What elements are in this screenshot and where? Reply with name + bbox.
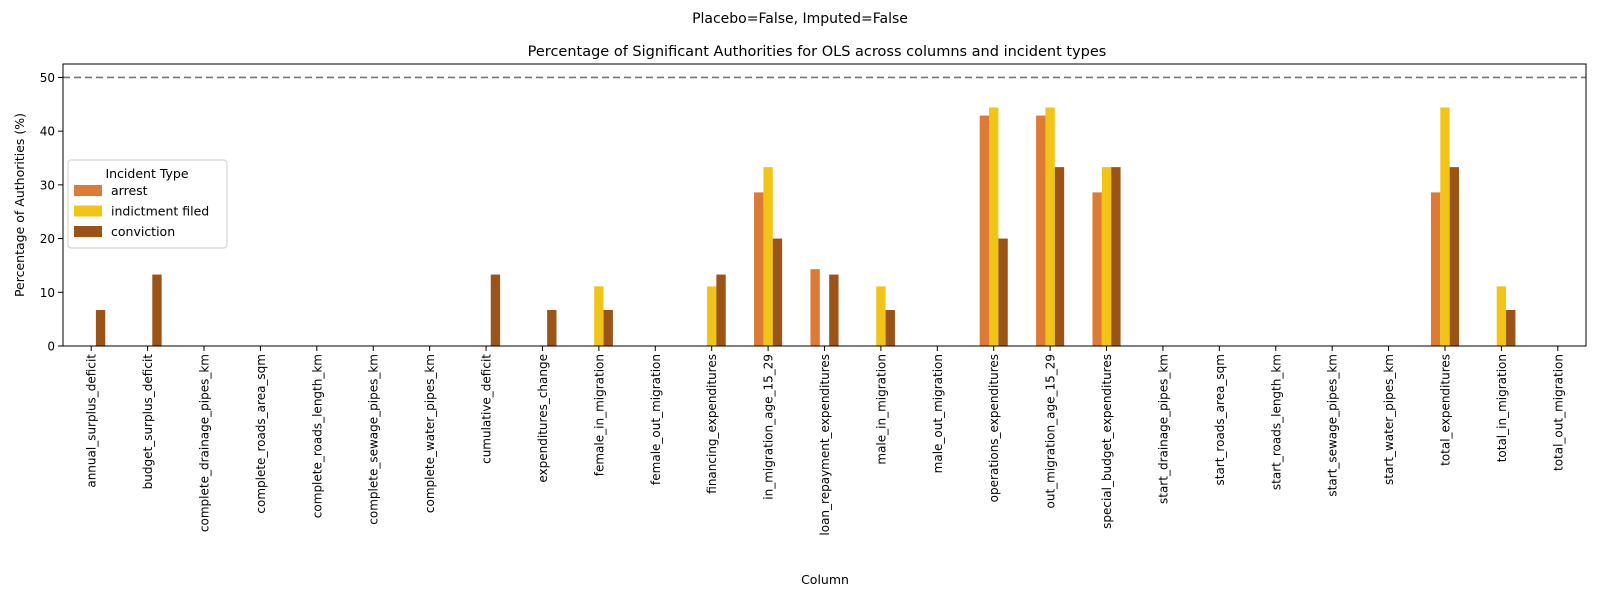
x-tick-label: complete_drainage_pipes_km [198,354,212,532]
bar-conviction-special_budget_expenditures [1111,167,1121,346]
x-tick-label: in_migration_age_15_29 [762,354,776,500]
x-tick-label: complete_sewage_pipes_km [367,354,381,525]
bar-conviction-cumulative_deficit [490,274,501,346]
y-axis-label: Percentage of Authorities (%) [12,113,27,297]
bar-conviction-expenditures_change [547,310,557,346]
y-tick-label: 20 [40,232,55,246]
x-tick-label: start_sewage_pipes_km [1326,354,1340,497]
x-tick-label: cumulative_deficit [480,354,494,464]
legend-label-conviction: conviction [111,224,175,239]
x-tick-label: start_water_pipes_km [1382,354,1396,485]
y-tick-label: 40 [40,125,55,139]
bar-indictment-filed-out_migration_age_15_29 [1045,107,1055,346]
bar-arrest-total_expenditures [1430,192,1441,346]
bar-conviction-total_in_migration [1506,310,1516,346]
x-tick-label: financing_expenditures [705,354,719,494]
bar-conviction-male_in_migration [885,310,895,346]
legend-title: Incident Type [105,166,188,181]
x-tick-label: start_drainage_pipes_km [1156,354,1170,504]
legend-label-indictment-filed: indictment filed [111,204,209,219]
legend-swatch-arrest [74,185,102,196]
chart-title: Percentage of Significant Authorities fo… [528,44,1107,60]
bar-arrest-out_migration_age_15_29 [1036,115,1046,346]
bar-arrest-loan_repayment_expenditures [810,269,820,346]
bar-arrest-special_budget_expenditures [1092,192,1102,346]
x-tick-label: expenditures_change [536,354,550,483]
x-tick-label: male_out_migration [931,354,945,473]
y-tick-label: 10 [40,286,55,300]
bar-conviction-out_migration_age_15_29 [1054,167,1065,346]
bar-indictment-filed-total_in_migration [1496,286,1507,346]
x-axis: annual_surplus_deficit budget_surplus_def… [85,346,1565,536]
bar-indictment-filed-in_migration_age_15_29 [763,167,773,346]
x-tick-label: complete_water_pipes_km [423,354,437,513]
x-tick-label: complete_roads_area_sqm [254,354,268,514]
legend: Incident Type arrest indictment filed conv… [67,159,228,249]
bar-indictment-filed-total_expenditures [1440,107,1450,346]
x-tick-label: total_out_migration [1551,354,1565,471]
x-tick-label: total_expenditures [1438,354,1452,466]
x-tick-label: total_in_migration [1495,354,1509,462]
x-tick-label: out_migration_age_15_29 [1044,354,1058,508]
legend-swatch-indictment-filed [74,205,102,217]
y-axis: 0 10 20 30 40 50 [40,71,63,354]
legend-label-arrest: arrest [111,183,148,198]
bar-conviction-financing_expenditures [716,274,726,346]
bar-conviction-budget_surplus_deficit [152,274,162,346]
x-tick-label: male_in_migration [874,354,888,465]
bar-indictment-filed-male_in_migration [876,286,886,346]
bar-conviction-operations_expenditures [998,238,1008,346]
plot-frame [62,63,1587,347]
y-tick-label: 0 [47,340,55,354]
x-tick-label: annual_surplus_deficit [85,354,99,488]
x-tick-label: female_out_migration [649,354,663,485]
bar-conviction-annual_surplus_deficit [95,310,106,346]
x-tick-label: complete_roads_length_km [310,354,324,518]
bar-conviction-female_in_migration [603,310,613,346]
bar-conviction-total_expenditures [1449,167,1460,346]
x-tick-label: start_roads_length_km [1269,354,1283,490]
y-tick-label: 50 [40,71,55,85]
legend-box [67,159,228,249]
x-tick-label: loan_repayment_expenditures [818,354,832,536]
bar-indictment-filed-financing_expenditures [707,286,717,346]
bar-arrest-operations_expenditures [979,115,990,346]
x-tick-label: special_budget_expenditures [1100,354,1114,529]
bars-layer [95,107,1516,346]
x-tick-label: operations_expenditures [987,354,1001,502]
bar-arrest-in_migration_age_15_29 [754,192,764,346]
bar-conviction-in_migration_age_15_29 [772,238,783,346]
bar-indictment-filed-female_in_migration [594,286,604,346]
x-axis-label: Column [801,572,849,587]
y-tick-label: 30 [40,178,55,192]
x-tick-label: budget_surplus_deficit [141,354,155,490]
x-tick-label: female_in_migration [592,354,606,476]
bar-indictment-filed-operations_expenditures [989,107,999,346]
bar-indictment-filed-special_budget_expenditures [1101,167,1112,346]
legend-swatch-conviction [74,226,102,237]
bar-conviction-loan_repayment_expenditures [829,274,839,346]
chart-suptitle: Placebo=False, Imputed=False [692,11,908,27]
x-tick-label: start_roads_area_sqm [1213,354,1227,486]
